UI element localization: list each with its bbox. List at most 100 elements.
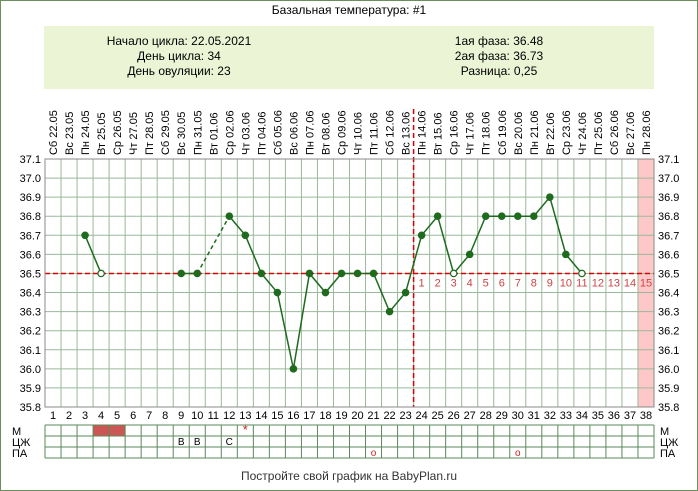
date-label: Вс 20.06 <box>513 112 525 155</box>
date-label: Сб 29.05 <box>160 110 172 155</box>
difference-text: Разница: 0,25 <box>460 64 538 78</box>
y-tick-label-left: 36.8 <box>20 211 41 223</box>
row-label-right: ЦЖ <box>660 437 678 449</box>
post-ovulation-day-label: 13 <box>608 277 620 289</box>
data-point <box>273 288 282 297</box>
data-point <box>289 365 298 373</box>
row-mark: В <box>194 437 201 448</box>
chart-title: Базальная температура: #1 <box>271 3 427 17</box>
data-point <box>562 250 570 259</box>
cycle-day-label: 28 <box>480 410 492 422</box>
cycle-day-label: 5 <box>114 410 120 422</box>
date-label: Пн 14.06 <box>417 110 429 155</box>
date-label: Сб 12.06 <box>385 110 397 155</box>
data-point <box>433 212 442 221</box>
data-point <box>530 212 538 221</box>
y-tick-label-right: 36.7 <box>658 230 679 242</box>
date-label: Вс 30.05 <box>176 112 188 155</box>
data-point <box>417 231 426 240</box>
date-label: Пн 24.05 <box>80 110 92 155</box>
cycle-day-label: 8 <box>162 410 168 422</box>
date-label: Сб 05.06 <box>272 110 284 155</box>
row-mark: В <box>178 437 185 448</box>
y-tick-label-left: 36.2 <box>20 326 41 338</box>
cycle-day-label: 12 <box>223 410 235 422</box>
y-tick-label-right: 37.0 <box>658 173 679 185</box>
footer-link[interactable]: Постройте свой график на BabyPlan.ru <box>240 469 458 483</box>
cycle-day-label: 38 <box>640 410 652 422</box>
data-point <box>546 193 554 201</box>
date-label: Пн 28.06 <box>641 110 653 155</box>
post-ovulation-day-label: 5 <box>483 277 489 289</box>
date-label: Ср 09.06 <box>336 110 348 155</box>
cycle-day-label: 36 <box>608 410 620 422</box>
date-label: Ср 26.05 <box>112 110 124 155</box>
cycle-day-label: 7 <box>146 410 152 422</box>
data-point <box>177 269 186 278</box>
cycle-day-text: День цикла: 34 <box>137 49 221 63</box>
cycle-day-label: 37 <box>624 410 636 422</box>
date-label: Пт 28.05 <box>144 111 156 155</box>
post-ovulation-day-label: 14 <box>624 277 636 289</box>
cycle-info-left: Начало цикла: 22.05.2021 День цикла: 34 … <box>44 34 314 79</box>
date-label: Вт 22.06 <box>545 112 557 155</box>
post-ovulation-day-label: 3 <box>451 277 457 289</box>
row-label-left: ЦЖ <box>12 437 30 449</box>
row-label-left: М <box>12 426 21 438</box>
cycle-day-label: 33 <box>560 410 572 422</box>
post-ovulation-day-label: 2 <box>435 277 441 289</box>
date-label: Чт 17.06 <box>465 112 477 155</box>
y-tick-label-left: 35.9 <box>20 383 41 395</box>
cycle-day-label: 2 <box>66 410 72 422</box>
cycle-day-label: 20 <box>351 410 363 422</box>
date-label: Ср 23.06 <box>561 110 573 155</box>
y-tick-label-left: 36.5 <box>20 268 41 280</box>
date-label: Пт 11.06 <box>369 112 381 155</box>
cycle-day-label: 21 <box>367 410 379 422</box>
data-point <box>225 212 234 221</box>
data-point <box>193 269 202 278</box>
data-point <box>497 212 506 221</box>
date-label: Пн 21.06 <box>529 110 541 155</box>
y-tick-label-left: 37.1 <box>20 154 41 166</box>
cycle-day-label: 15 <box>271 410 283 422</box>
y-tick-label-left: 36.0 <box>20 364 41 376</box>
data-point <box>401 288 410 297</box>
cycle-day-label: 6 <box>130 410 136 422</box>
date-label: Сб 26.06 <box>609 110 621 155</box>
phase2-text: 2ая фаза: 36.73 <box>454 49 544 63</box>
data-point <box>81 231 89 240</box>
menses-mark <box>93 425 110 436</box>
post-ovulation-day-label: 1 <box>419 277 425 289</box>
cycle-day-label: 11 <box>208 410 219 422</box>
menses-mark <box>109 425 126 436</box>
date-label: Пт 25.06 <box>593 111 605 155</box>
post-ovulation-day-label: 11 <box>576 277 587 289</box>
cycle-day-label: 17 <box>303 410 315 422</box>
y-tick-label-right: 36.3 <box>658 307 679 319</box>
y-tick-label-right: 36.2 <box>658 326 679 338</box>
y-tick-label-right: 36.4 <box>658 288 679 300</box>
cycle-day-label: 22 <box>383 410 395 422</box>
cycle-day-label: 23 <box>399 410 411 422</box>
y-tick-label-right: 36.0 <box>658 364 679 376</box>
cycle-day-label: 34 <box>576 410 588 422</box>
post-ovulation-day-label: 12 <box>592 277 604 289</box>
ovulation-day-text: День овуляции: 23 <box>127 64 231 78</box>
date-label: Чт 03.06 <box>240 112 252 155</box>
date-label: Вс 13.06 <box>401 112 413 155</box>
plot-border <box>44 158 655 408</box>
cycle-day-label: 25 <box>432 410 444 422</box>
date-label: Чт 24.06 <box>577 112 589 155</box>
cycle-day-label: 3 <box>82 410 88 422</box>
data-point <box>578 269 586 278</box>
cycle-info-panel: Начало цикла: 22.05.2021 День цикла: 34 … <box>44 26 654 89</box>
cycle-day-label: 9 <box>178 410 184 422</box>
highlight-column <box>637 159 654 407</box>
data-point <box>321 288 330 297</box>
cycle-info-right: 1ая фаза: 36.48 2ая фаза: 36.73 Разница:… <box>374 34 624 79</box>
date-label: Ср 02.06 <box>224 110 236 155</box>
data-point <box>257 269 266 278</box>
date-label: Ср 16.06 <box>449 110 461 155</box>
